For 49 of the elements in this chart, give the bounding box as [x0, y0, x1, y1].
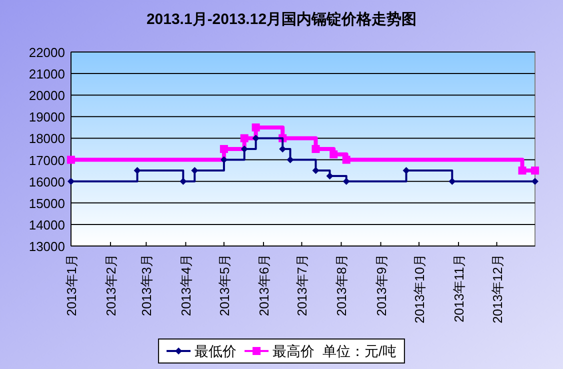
y-tick-label: 15000: [28, 196, 65, 211]
y-tick-label: 17000: [28, 152, 65, 168]
x-tick-label: 2013年5月: [216, 254, 232, 316]
text: 单位：元/吨: [322, 343, 396, 359]
y-tick-label: 16000: [28, 174, 65, 190]
x-tick-label: 2013年7月: [294, 254, 310, 316]
y-tick-label: 22000: [28, 45, 65, 60]
point: [134, 167, 141, 174]
point: [312, 145, 320, 153]
point: [68, 178, 74, 185]
point: [342, 156, 350, 164]
y-tick-label: 19000: [28, 110, 65, 125]
point: [240, 134, 248, 142]
x-tick-label: 2013年10月: [412, 254, 427, 324]
point: [67, 156, 75, 164]
point: [518, 166, 526, 175]
x-tick-label: 2013年8月: [334, 254, 350, 316]
x-tick-label: 2013年4月: [178, 254, 194, 316]
point: [191, 167, 198, 174]
x-tick-label: 2013年6月: [256, 254, 272, 316]
point: [286, 156, 294, 164]
point: [240, 146, 248, 152]
x-tick-label: 2013年3月: [139, 254, 154, 316]
point: [252, 134, 260, 142]
point: [342, 178, 350, 185]
x-tick-label: 2013年2月: [104, 254, 119, 316]
x-tick-label: 2013年1月: [64, 254, 79, 316]
point: [252, 123, 260, 132]
point: [402, 167, 410, 174]
x-tick-label: 2013年9月: [374, 254, 389, 316]
point: [220, 156, 228, 164]
point: [532, 178, 538, 185]
legend-label: 最高价: [272, 343, 315, 359]
chart-title: 2013.1月-2013.12月国内镉锭价格走势图: [146, 11, 417, 28]
legend-label: 最低价: [194, 343, 237, 359]
point: [531, 166, 539, 175]
y-tick-label: 20000: [28, 88, 65, 104]
y-tick-label: 21000: [28, 66, 65, 82]
point: [180, 178, 187, 185]
y-tick-label: 18000: [28, 131, 65, 146]
point: [330, 150, 338, 158]
point: [448, 178, 456, 185]
x-tick-label: 2013年12月: [490, 254, 505, 324]
point: [326, 172, 334, 180]
y-tick-label: 13000: [28, 239, 65, 254]
x-tick-label: 2013年11月: [452, 254, 467, 322]
point: [312, 167, 320, 174]
point: [220, 145, 228, 153]
y-tick-label: 14000: [28, 217, 65, 232]
